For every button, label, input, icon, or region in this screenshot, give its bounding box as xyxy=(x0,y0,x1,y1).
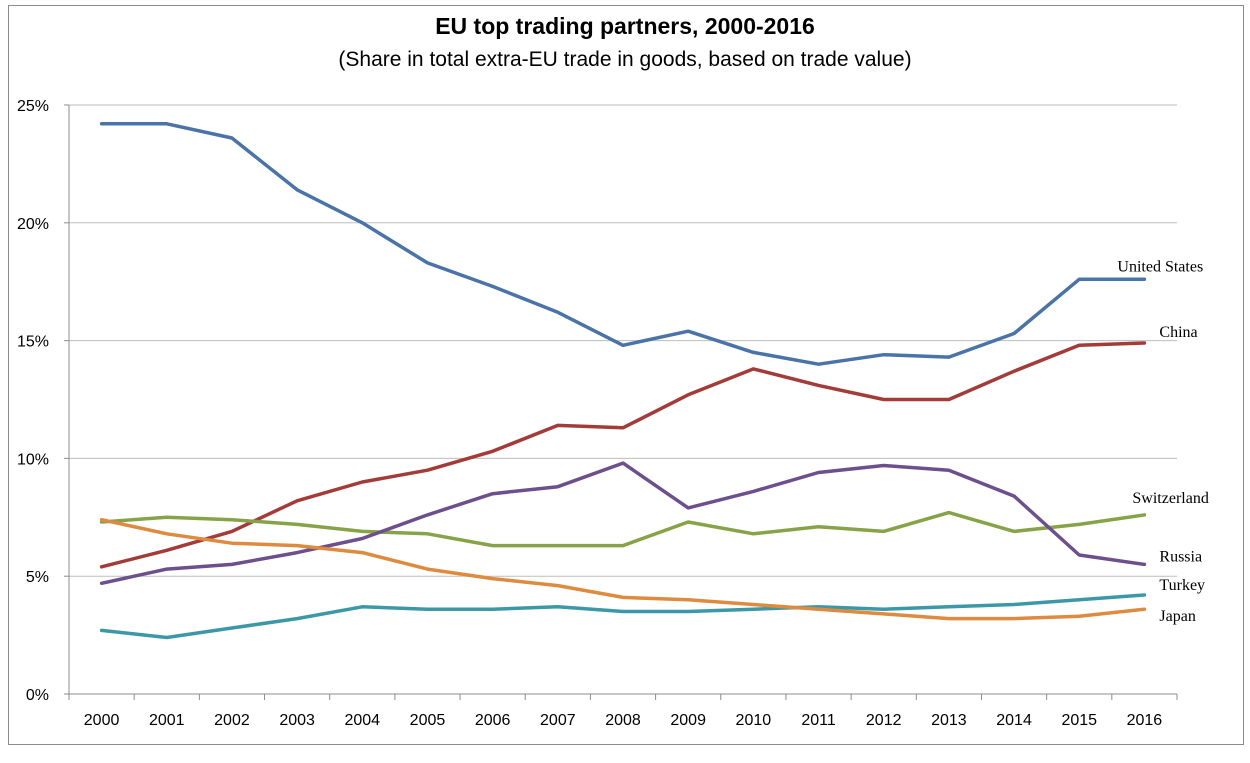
x-tick-label: 2008 xyxy=(605,712,641,729)
chart-title: EU top trading partners, 2000-2016 xyxy=(435,13,815,39)
x-tick-label: 2009 xyxy=(670,712,706,729)
axes xyxy=(64,104,1178,700)
x-tick-label: 2011 xyxy=(801,712,836,729)
gridlines xyxy=(69,104,1177,577)
x-tick-label: 2007 xyxy=(540,712,576,729)
x-tick-label: 2002 xyxy=(214,712,250,729)
tick-labels: 0% 5% 10% 15% 20% 25% 2000 2001 2002 2003 2004 2005… xyxy=(17,98,1162,729)
x-tick-label: 2003 xyxy=(279,712,315,729)
x-tick-label: 2000 xyxy=(84,712,120,729)
series-line-united-states xyxy=(99,122,1147,366)
x-tick-label: 2004 xyxy=(344,712,380,729)
chart-subtitle: (Share in total extra-EU trade in goods,… xyxy=(338,48,912,71)
y-tick-label: 20% xyxy=(17,216,49,233)
series-lines xyxy=(99,122,1147,640)
series-label: China xyxy=(1159,324,1197,341)
y-tick-label: 15% xyxy=(17,334,49,351)
series-label: Turkey xyxy=(1159,577,1205,594)
y-tick-label: 25% xyxy=(17,98,49,115)
series-label: United States xyxy=(1117,258,1203,275)
x-tick-label: 2005 xyxy=(410,712,446,729)
series-label: Japan xyxy=(1159,608,1195,625)
series-label: Russia xyxy=(1159,548,1202,565)
series-label: Switzerland xyxy=(1132,490,1208,507)
x-tick-label: 2015 xyxy=(1061,712,1097,729)
x-tick-label: 2014 xyxy=(996,712,1032,729)
x-tick-label: 2006 xyxy=(475,712,511,729)
x-tick-label: 2010 xyxy=(736,712,772,729)
y-tick-label: 0% xyxy=(26,687,49,704)
series-labels: United States China Switzerland Russia Turke… xyxy=(1117,258,1208,625)
x-tick-label: 2012 xyxy=(866,712,902,729)
series-line-turkey xyxy=(99,593,1147,640)
y-tick-label: 10% xyxy=(17,451,49,468)
chart-frame xyxy=(8,5,1244,745)
series-line-china xyxy=(99,341,1147,569)
x-tick-label: 2001 xyxy=(149,712,185,729)
x-tick-label: 2016 xyxy=(1127,712,1163,729)
x-tick-label: 2013 xyxy=(931,712,967,729)
y-tick-label: 5% xyxy=(26,569,49,586)
